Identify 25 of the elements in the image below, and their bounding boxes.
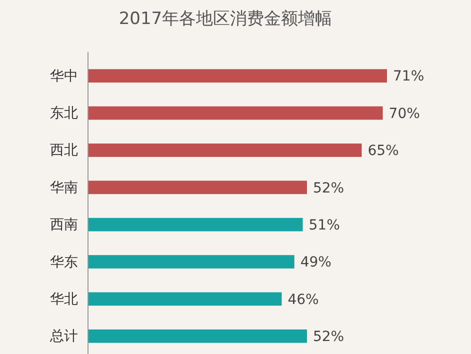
bar <box>88 255 294 268</box>
bar <box>88 180 307 194</box>
y-tick-label: 华中 <box>50 68 78 84</box>
bar <box>88 329 307 343</box>
data-label: 46% <box>288 292 319 308</box>
bar <box>88 292 282 306</box>
y-tick-label: 西南 <box>50 217 78 234</box>
bar <box>88 144 362 157</box>
data-label: 70% <box>388 106 420 122</box>
y-tick-label: 华东 <box>50 254 78 270</box>
bar <box>88 218 303 232</box>
y-tick-label: 华北 <box>50 291 78 308</box>
y-tick-label: 华南 <box>50 180 78 196</box>
data-label: 52% <box>312 329 344 346</box>
data-label: 52% <box>312 180 344 196</box>
data-label: 65% <box>368 143 399 160</box>
y-tick-label: 总计 <box>49 328 78 345</box>
bar <box>88 69 387 83</box>
data-label: 71% <box>393 68 424 85</box>
y-tick-label: 西北 <box>50 142 78 159</box>
bar <box>88 106 383 120</box>
chart-title: 2017年各地区消费金额增幅 <box>118 9 332 29</box>
data-label: 51% <box>308 217 340 234</box>
data-label: 49% <box>300 254 332 271</box>
y-tick-label: 东北 <box>50 106 78 122</box>
